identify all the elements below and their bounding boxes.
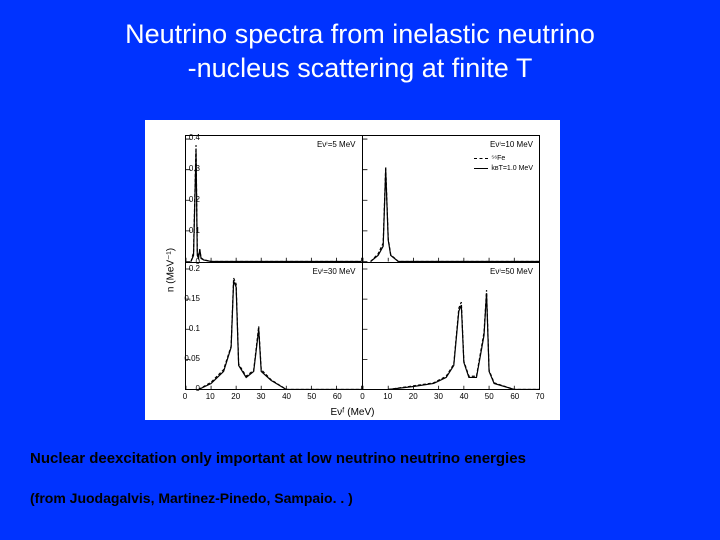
legend-solid-icon bbox=[474, 168, 488, 169]
xtick: 60 bbox=[510, 392, 519, 401]
legend-dash-label: ⁵⁶Fe bbox=[491, 154, 505, 164]
xtick: 10 bbox=[383, 392, 392, 401]
panel-bottom-right: Eνⁱ=50 MeV bbox=[363, 263, 540, 390]
ytick: 0.1 bbox=[170, 324, 200, 333]
caption-line-1: Nuclear deexcitation only important at l… bbox=[30, 450, 526, 467]
title-line-1: Neutrino spectra from inelastic neutrino bbox=[0, 18, 720, 52]
panel-bottom-left: Eνⁱ=30 MeV bbox=[186, 263, 363, 390]
xtick: 50 bbox=[485, 392, 494, 401]
ytick: 0.05 bbox=[170, 354, 200, 363]
ytick: 0.15 bbox=[170, 294, 200, 303]
panel-tl-label: Eνⁱ=5 MeV bbox=[317, 140, 356, 149]
xtick: 60 bbox=[333, 392, 342, 401]
ytick: 0.1 bbox=[170, 226, 200, 235]
xtick: 50 bbox=[307, 392, 316, 401]
legend-dash-icon bbox=[474, 158, 488, 159]
xtick: 30 bbox=[257, 392, 266, 401]
panel-top-left: Eνⁱ=5 MeV bbox=[186, 136, 363, 263]
chart-br bbox=[363, 263, 540, 390]
caption-line-2: (from Juodagalvis, Martinez-Pinedo, Samp… bbox=[30, 490, 353, 506]
xtick: 70 bbox=[536, 392, 545, 401]
xtick: 20 bbox=[409, 392, 418, 401]
xtick: 0 bbox=[360, 392, 364, 401]
legend-dash-row: ⁵⁶Fe bbox=[474, 154, 533, 164]
chart-bl bbox=[186, 263, 362, 390]
chart-tl bbox=[186, 136, 362, 262]
xtick: 40 bbox=[282, 392, 291, 401]
xtick: 30 bbox=[434, 392, 443, 401]
legend: ⁵⁶Fe kʙT=1.0 MeV bbox=[474, 154, 533, 174]
xtick: 0 bbox=[183, 392, 187, 401]
panel-top-right: Eνⁱ=10 MeV ⁵⁶Fe kʙT=1.0 MeV bbox=[363, 136, 540, 263]
legend-solid-row: kʙT=1.0 MeV bbox=[474, 164, 533, 174]
xtick: 20 bbox=[231, 392, 240, 401]
ytick: 0.2 bbox=[170, 264, 200, 273]
panel-br-label: Eνⁱ=50 MeV bbox=[490, 267, 533, 276]
xtick: 40 bbox=[460, 392, 469, 401]
xtick: 10 bbox=[206, 392, 215, 401]
ytick: 0.2 bbox=[170, 195, 200, 204]
title-line-2: -nucleus scattering at finite T bbox=[0, 52, 720, 86]
legend-solid-label: kʙT=1.0 MeV bbox=[491, 164, 533, 174]
slide-title: Neutrino spectra from inelastic neutrino… bbox=[0, 0, 720, 86]
panel-bl-label: Eνⁱ=30 MeV bbox=[312, 267, 355, 276]
panel-tr-label: Eνⁱ=10 MeV bbox=[490, 140, 533, 149]
figure-container: n (MeV⁻¹) Eνᶠ (MeV) Eνⁱ=5 MeV Eνⁱ=10 MeV… bbox=[145, 120, 560, 420]
ytick: 0.4 bbox=[170, 133, 200, 142]
subplot-grid: Eνⁱ=5 MeV Eνⁱ=10 MeV ⁵⁶Fe kʙT=1.0 MeV Eν… bbox=[185, 135, 540, 390]
ytick: 0.3 bbox=[170, 164, 200, 173]
x-axis-label: Eνᶠ (MeV) bbox=[331, 407, 375, 418]
